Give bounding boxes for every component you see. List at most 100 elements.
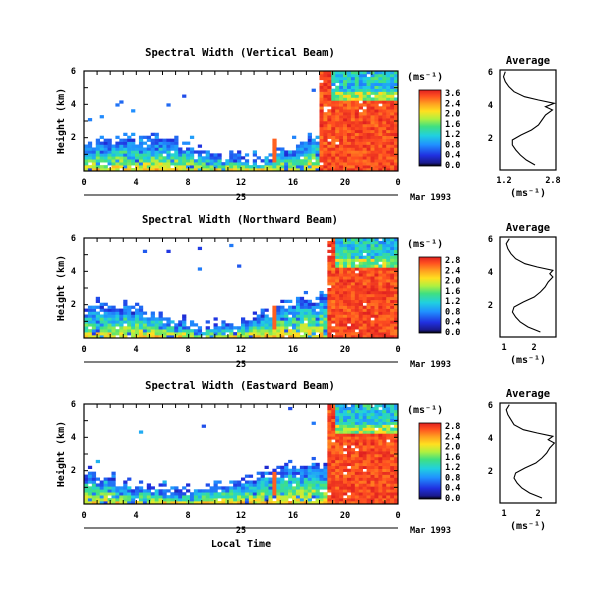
y-axis-label: Height (km) bbox=[55, 421, 67, 487]
heatmap-cell bbox=[370, 311, 375, 315]
heatmap-cell bbox=[272, 480, 277, 484]
heatmap-cell bbox=[178, 156, 183, 160]
heatmap-cell bbox=[272, 314, 277, 318]
heatmap-cell bbox=[350, 421, 356, 425]
heatmap-cell bbox=[354, 135, 360, 139]
heatmap-cell bbox=[307, 468, 312, 472]
heatmap-cell bbox=[205, 501, 210, 505]
heatmap-cell bbox=[295, 168, 301, 172]
heatmap-cell bbox=[354, 480, 360, 484]
heatmap-cell bbox=[272, 329, 277, 333]
heatmap-cell bbox=[366, 433, 371, 437]
heatmap-cell bbox=[382, 320, 387, 324]
heatmap-cell bbox=[95, 326, 100, 330]
heatmap-cell bbox=[331, 459, 336, 464]
heatmap-cell bbox=[307, 501, 312, 505]
heatmap-cell bbox=[205, 162, 210, 166]
heatmap-cell bbox=[327, 480, 332, 484]
heatmap-cell bbox=[213, 332, 218, 336]
heatmap-cell bbox=[394, 305, 399, 309]
heatmap-cell bbox=[107, 168, 112, 172]
heatmap-cell bbox=[366, 290, 371, 295]
heatmap-cell bbox=[335, 462, 340, 467]
heatmap-cell bbox=[358, 323, 363, 327]
heatmap-cell bbox=[319, 109, 324, 113]
heatmap-cell bbox=[280, 480, 285, 484]
heatmap-cell bbox=[390, 243, 395, 248]
heatmap-cell bbox=[378, 317, 383, 321]
heatmap-cell bbox=[142, 168, 148, 172]
heatmap-cell bbox=[327, 415, 332, 419]
heatmap-cell bbox=[327, 445, 332, 449]
heatmap-cell bbox=[138, 168, 144, 172]
heatmap-cell bbox=[272, 305, 277, 309]
heatmap-cell bbox=[319, 483, 324, 487]
heatmap-cell bbox=[146, 135, 152, 139]
heatmap-cell bbox=[350, 406, 356, 411]
heatmap-cell bbox=[386, 109, 391, 113]
heatmap-cell bbox=[335, 442, 340, 446]
heatmap-cell bbox=[366, 498, 371, 502]
heatmap-cell bbox=[327, 501, 332, 505]
heatmap-cell bbox=[84, 156, 89, 160]
heatmap-cell bbox=[335, 332, 340, 336]
heatmap-cell bbox=[339, 168, 344, 172]
colorbar-unit: (ms⁻¹) bbox=[407, 239, 443, 250]
heatmap-cell bbox=[378, 436, 383, 440]
heatmap-cell bbox=[331, 418, 336, 422]
heatmap-cell bbox=[244, 329, 250, 333]
heatmap-cell bbox=[327, 141, 332, 145]
heatmap-cell bbox=[323, 94, 328, 98]
heatmap-cell bbox=[123, 320, 128, 324]
heatmap-cell bbox=[339, 132, 344, 136]
heatmap-cell bbox=[111, 498, 116, 502]
heatmap-cell bbox=[327, 240, 332, 245]
heatmap-cell bbox=[307, 311, 312, 315]
heatmap-cell bbox=[95, 320, 100, 324]
heatmap-cell bbox=[111, 156, 116, 160]
profile-frame bbox=[499, 236, 557, 338]
heatmap-cell bbox=[205, 335, 210, 339]
heatmap-cell bbox=[292, 480, 297, 484]
heatmap-cell bbox=[394, 71, 399, 75]
heatmap-cell bbox=[244, 486, 250, 490]
heatmap-cell bbox=[343, 76, 348, 81]
heatmap-cell bbox=[131, 317, 136, 321]
heatmap-cell bbox=[142, 162, 148, 166]
heatmap-cell bbox=[154, 135, 159, 139]
heatmap-cell bbox=[162, 144, 167, 148]
heatmap-cell bbox=[295, 332, 301, 336]
heatmap-cell bbox=[135, 326, 140, 330]
heatmap-cell bbox=[386, 290, 391, 295]
heatmap-cell bbox=[295, 311, 301, 315]
heatmap-cell bbox=[142, 320, 148, 324]
heatmap-cell bbox=[264, 492, 269, 496]
heatmap-cell bbox=[319, 153, 324, 157]
heatmap-cell bbox=[303, 290, 309, 295]
heatmap-cell bbox=[362, 305, 367, 309]
heatmap-cell bbox=[346, 276, 352, 280]
heatmap-cell bbox=[307, 323, 312, 327]
heatmap-cell bbox=[390, 427, 395, 431]
heatmap-cell bbox=[142, 165, 148, 169]
heatmap-cell bbox=[299, 320, 305, 324]
heatmap-cell bbox=[131, 320, 136, 324]
heatmap-cell bbox=[174, 138, 179, 142]
heatmap-cell bbox=[343, 273, 348, 277]
heatmap-cell bbox=[323, 335, 328, 339]
heatmap-cell bbox=[225, 486, 230, 490]
heatmap-cell bbox=[315, 489, 320, 493]
heatmap-cell bbox=[107, 311, 112, 315]
heatmap-cell bbox=[307, 477, 312, 481]
heatmap-cell bbox=[280, 165, 285, 169]
heatmap-cell bbox=[237, 156, 242, 160]
heatmap-cell bbox=[335, 165, 340, 169]
heatmap-cell bbox=[362, 474, 367, 478]
heatmap-cell bbox=[339, 270, 344, 274]
heatmap-cell bbox=[193, 489, 199, 493]
heatmap-cell bbox=[339, 159, 344, 163]
heatmap-cell bbox=[217, 165, 222, 169]
heatmap-cell bbox=[339, 126, 344, 131]
heatmap-cell bbox=[386, 100, 391, 104]
heatmap-cell bbox=[335, 483, 340, 487]
